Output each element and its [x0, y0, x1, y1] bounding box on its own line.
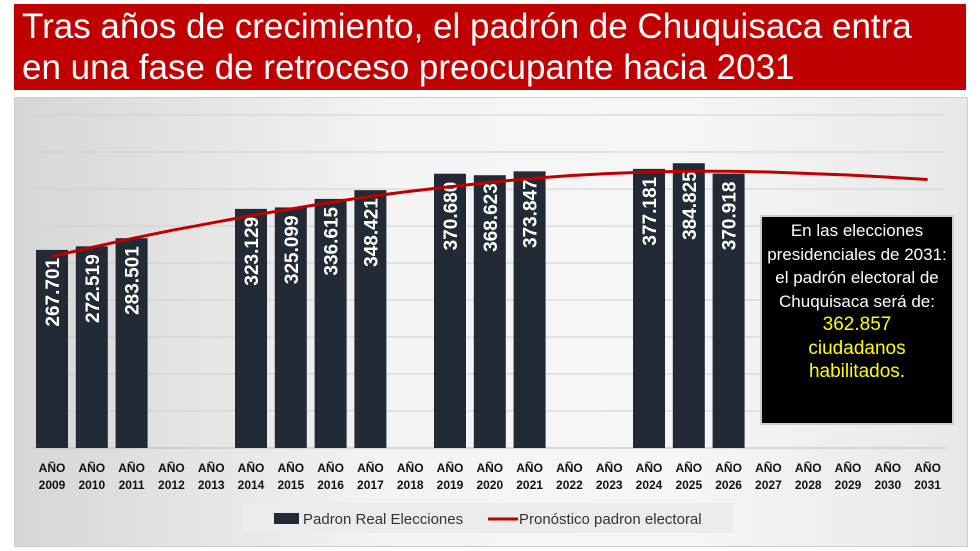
annotation-box: En las elecciones presidenciales de 2031…: [760, 215, 954, 425]
x-tick-label: 2012: [158, 478, 185, 492]
data-label: 272.519: [83, 254, 104, 323]
bar: [354, 190, 387, 448]
data-label: 283.501: [123, 246, 144, 315]
trend-line: [51, 169, 928, 258]
x-tick-label: 2026: [715, 478, 742, 492]
x-tick-label: 2020: [476, 478, 503, 492]
x-tick-label: 2022: [556, 478, 583, 492]
data-label: 368.623: [481, 183, 502, 252]
bar: [115, 238, 148, 448]
x-tick-label: AÑO: [795, 460, 822, 475]
x-tick-label: AÑO: [317, 460, 344, 475]
x-tick-label: AÑO: [437, 460, 464, 475]
x-tick-label: AÑO: [198, 460, 225, 475]
x-tick-label: AÑO: [675, 460, 702, 475]
x-tick-label: AÑO: [357, 460, 384, 475]
x-tick-label: AÑO: [556, 460, 583, 475]
x-tick-label: AÑO: [636, 460, 663, 475]
data-label: 377.181: [640, 176, 661, 245]
data-label: 323.129: [242, 217, 263, 286]
page-title: Tras años de crecimiento, el padrón de C…: [14, 4, 966, 90]
data-label: 267.701: [43, 257, 64, 326]
x-tick-label: AÑO: [78, 460, 105, 475]
x-tick-label: 2027: [755, 478, 782, 492]
data-label: 384.825: [680, 171, 701, 240]
x-tick-label: 2028: [795, 478, 822, 492]
x-tick-label: 2031: [914, 478, 941, 492]
bar: [274, 207, 307, 448]
x-tick-label: 2014: [238, 478, 265, 492]
x-tick-label: 2015: [277, 478, 304, 492]
x-tick-label: 2010: [78, 478, 105, 492]
bar: [513, 171, 546, 449]
x-tick-label: AÑO: [476, 460, 503, 475]
data-label: 325.099: [282, 215, 303, 284]
x-tick-label: 2018: [397, 478, 424, 492]
legend-label-bars: Padron Real Elecciones: [303, 511, 463, 528]
data-label: 370.680: [441, 182, 462, 251]
x-tick-label: 2016: [317, 478, 344, 492]
x-tick-label: 2025: [675, 478, 702, 492]
data-label: 373.847: [521, 179, 542, 248]
bar: [314, 198, 347, 448]
x-tick-label: 2029: [835, 478, 862, 492]
x-tick-label: AÑO: [397, 460, 424, 475]
x-tick-label: AÑO: [914, 460, 941, 475]
x-tick-label: AÑO: [715, 460, 742, 475]
x-tick-label: 2023: [596, 478, 623, 492]
legend-bar-swatch: [274, 513, 299, 524]
x-tick-label: AÑO: [277, 460, 304, 475]
x-tick-label: AÑO: [755, 460, 782, 475]
x-tick-label: AÑO: [39, 460, 66, 475]
bar: [36, 249, 68, 448]
x-tick-label: AÑO: [516, 460, 543, 475]
data-label: 370.918: [720, 182, 741, 251]
x-tick-label: 2011: [119, 478, 145, 492]
bar: [473, 175, 506, 448]
bar: [633, 168, 665, 449]
bar: [235, 208, 267, 448]
bar: [712, 173, 745, 448]
x-tick-label: 2021: [516, 478, 543, 492]
annotation-unit: ciudadanos habilitados.: [808, 337, 906, 383]
data-label: 348.421: [361, 198, 382, 267]
x-tick-label: AÑO: [874, 460, 901, 475]
x-tick-label: AÑO: [118, 460, 145, 475]
bar: [434, 173, 466, 449]
bar: [75, 246, 108, 448]
x-tick-label: 2030: [874, 478, 901, 492]
x-tick-label: 2017: [357, 478, 384, 492]
x-tick-label: 2013: [198, 478, 225, 492]
x-tick-label: AÑO: [835, 460, 862, 475]
x-tick-label: AÑO: [158, 460, 185, 475]
x-tick-label: AÑO: [596, 460, 623, 475]
bar: [672, 163, 705, 449]
x-tick-label: 2009: [39, 478, 66, 492]
x-tick-label: AÑO: [238, 460, 265, 475]
annotation-text: En las elecciones presidenciales de 2031…: [767, 221, 947, 311]
x-tick-label: 2024: [636, 478, 663, 492]
data-label: 336.615: [322, 206, 343, 275]
x-tick-label: 2019: [437, 478, 464, 492]
annotation-value: 362.857: [822, 314, 892, 335]
legend-label-line: Pronóstico padron electoral: [519, 511, 702, 528]
